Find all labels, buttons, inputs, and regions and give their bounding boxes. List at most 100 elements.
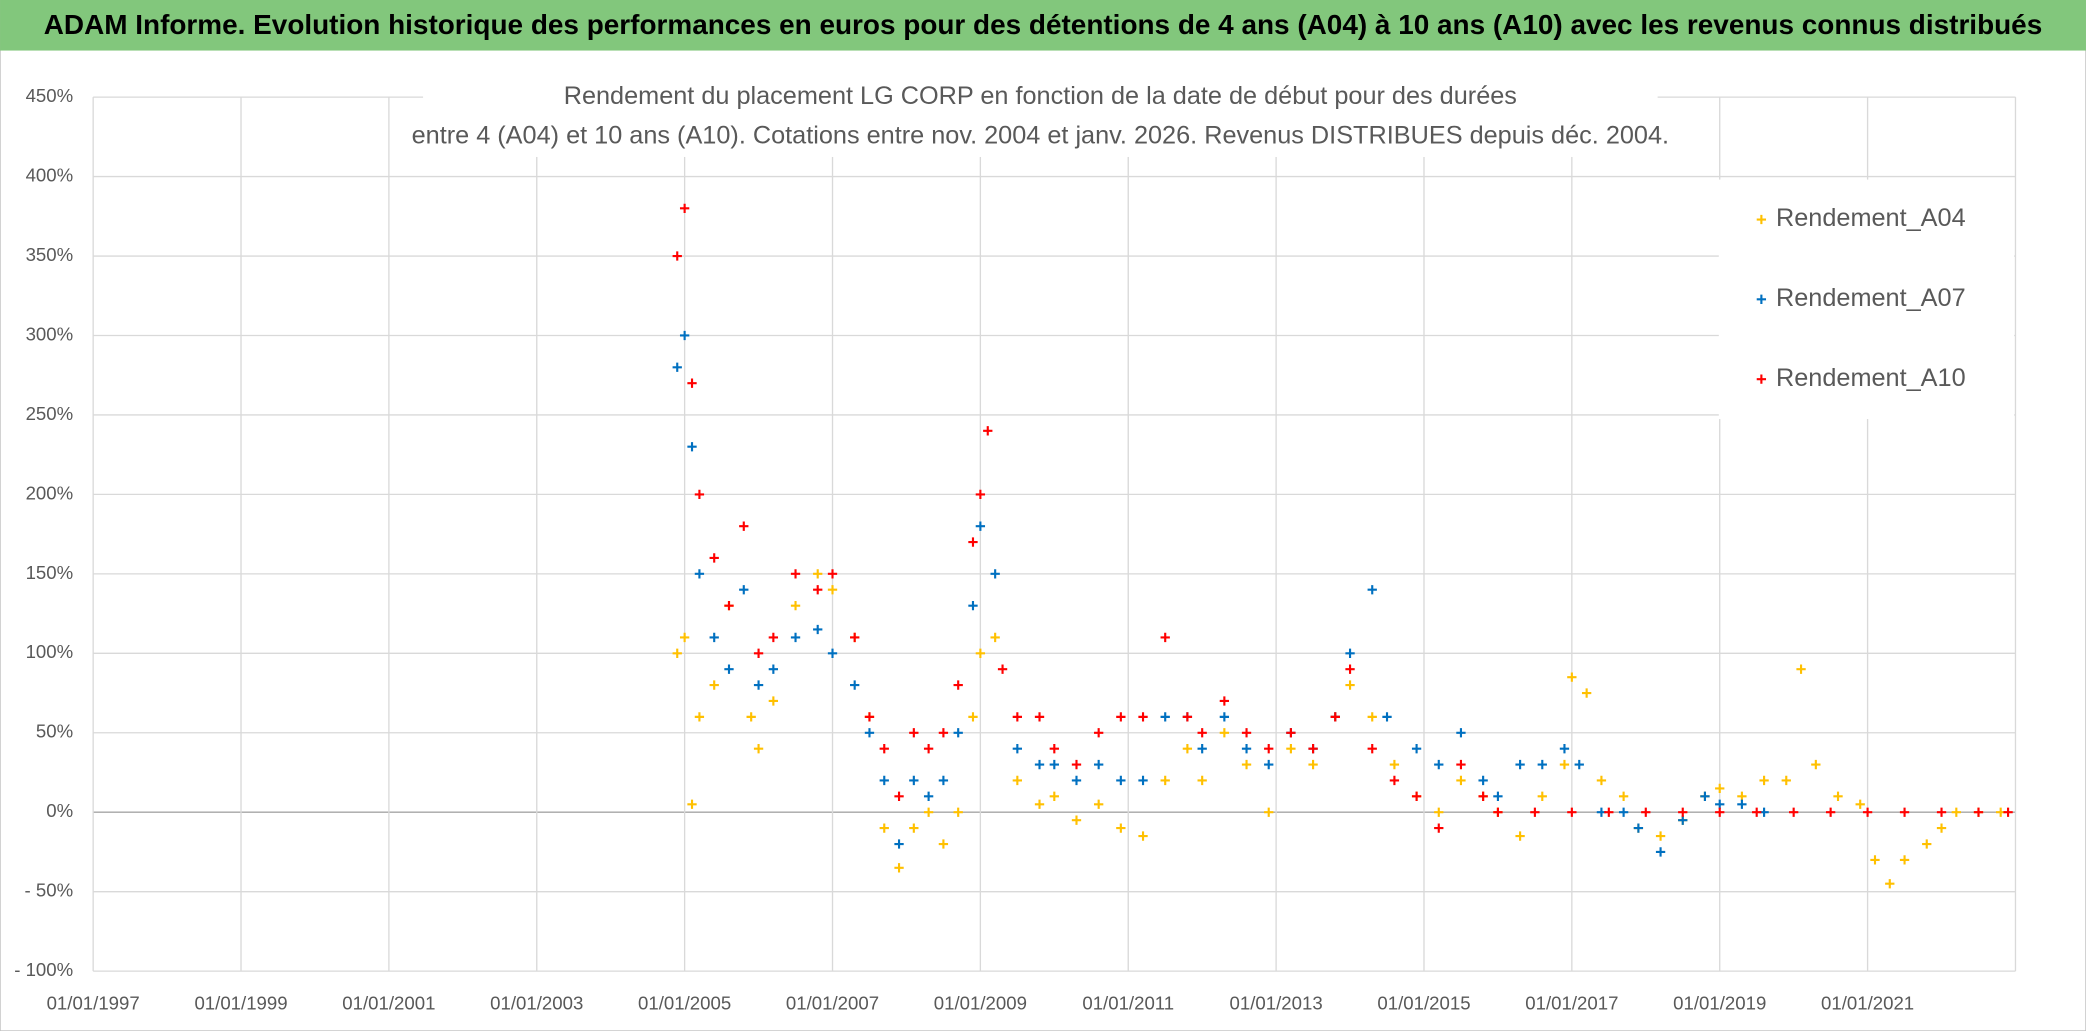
data-point <box>1537 791 1547 801</box>
y-tick-label: 200% <box>26 482 74 503</box>
data-point <box>997 664 1008 674</box>
x-tick-label: 01/01/2017 <box>1525 992 1618 1013</box>
data-point <box>2003 807 2013 817</box>
data-point <box>1034 759 1045 770</box>
data-point <box>1411 791 1422 801</box>
data-point <box>1581 688 1592 698</box>
data-point <box>1618 807 1629 817</box>
data-point <box>790 632 801 643</box>
data-point <box>1345 664 1355 674</box>
data-point <box>768 696 779 706</box>
data-point <box>1286 728 1296 738</box>
data-point <box>1367 585 1377 595</box>
data-point <box>1308 759 1318 770</box>
data-point <box>975 489 986 500</box>
data-point <box>672 251 682 261</box>
data-point <box>1781 775 1791 786</box>
y-tick-label: 300% <box>26 323 74 344</box>
data-point <box>1345 680 1355 690</box>
data-point <box>1264 759 1274 770</box>
y-tick-label: 50% <box>36 721 73 742</box>
data-point <box>1574 759 1584 770</box>
data-point <box>1264 744 1274 754</box>
data-point <box>1862 807 1873 817</box>
data-point <box>790 600 801 611</box>
data-point <box>1241 728 1252 738</box>
data-point <box>1515 831 1525 841</box>
data-point <box>923 744 934 754</box>
data-point <box>1286 744 1296 754</box>
data-point <box>1604 807 1614 817</box>
data-point <box>1197 744 1207 754</box>
legend-marker <box>1756 214 1767 225</box>
data-point <box>923 807 934 817</box>
data-point <box>1833 791 1843 801</box>
y-tick-label: - 50% <box>25 880 74 901</box>
data-point <box>1116 775 1126 786</box>
legend-label: Rendement_A04 <box>1776 204 1966 232</box>
x-tick-label: 01/01/2021 <box>1821 992 1914 1013</box>
data-point <box>975 648 986 658</box>
legend-box <box>1718 179 2015 420</box>
data-point <box>938 728 949 738</box>
data-point <box>672 362 682 372</box>
data-point <box>1737 799 1747 809</box>
y-tick-label: 100% <box>26 641 74 662</box>
data-point <box>1870 855 1880 865</box>
data-point <box>1899 855 1910 865</box>
data-point <box>1182 744 1193 754</box>
y-tick-label: 0% <box>46 800 73 821</box>
data-point <box>827 569 838 579</box>
data-point <box>1367 744 1377 754</box>
x-tick-label: 01/01/1999 <box>194 992 287 1013</box>
data-point <box>1034 712 1045 722</box>
data-point <box>694 489 705 500</box>
x-tick-label: 01/01/2011 <box>1082 992 1174 1013</box>
data-point <box>953 680 963 690</box>
data-point <box>827 585 838 595</box>
data-point <box>1899 807 1910 817</box>
data-point <box>1219 728 1230 738</box>
data-point <box>1811 759 1821 770</box>
data-point <box>1759 775 1769 786</box>
data-point <box>1796 664 1806 674</box>
data-point <box>1456 759 1466 770</box>
data-point <box>1345 648 1355 658</box>
data-point <box>687 799 697 809</box>
data-point <box>1641 807 1651 817</box>
plot: - 100% - 50% 0% 50% 100% 150% 200% 250% 300% 350%… <box>14 85 2017 1013</box>
data-point <box>1530 807 1540 817</box>
data-point <box>1434 807 1444 817</box>
x-tick-label: 01/01/2009 <box>934 992 1027 1013</box>
x-tick-label: 01/01/2015 <box>1377 992 1470 1013</box>
data-point <box>938 775 949 786</box>
data-point <box>894 791 904 801</box>
data-point <box>1700 791 1710 801</box>
data-point <box>694 712 705 722</box>
data-point <box>894 839 904 849</box>
data-point <box>1219 712 1230 722</box>
data-point <box>753 680 764 690</box>
data-point <box>1160 632 1170 643</box>
data-point <box>1308 744 1318 754</box>
data-point <box>1411 744 1422 754</box>
x-tick-label: 01/01/2003 <box>490 992 583 1013</box>
data-point <box>1241 759 1252 770</box>
data-point <box>1182 712 1193 722</box>
data-point <box>739 585 749 595</box>
data-point <box>968 712 978 722</box>
data-point <box>1049 744 1059 754</box>
data-point <box>694 569 705 579</box>
data-point <box>1559 759 1570 770</box>
chart-title: entre 4 (A04) et 10 ans (A10). Cotations… <box>412 122 1669 150</box>
data-point <box>1094 799 1104 809</box>
data-point <box>679 203 690 214</box>
data-point <box>1012 775 1022 786</box>
data-point <box>1825 807 1836 817</box>
data-point <box>724 664 734 674</box>
data-point <box>864 712 875 722</box>
legend-marker <box>1756 294 1767 304</box>
data-point <box>909 775 919 786</box>
